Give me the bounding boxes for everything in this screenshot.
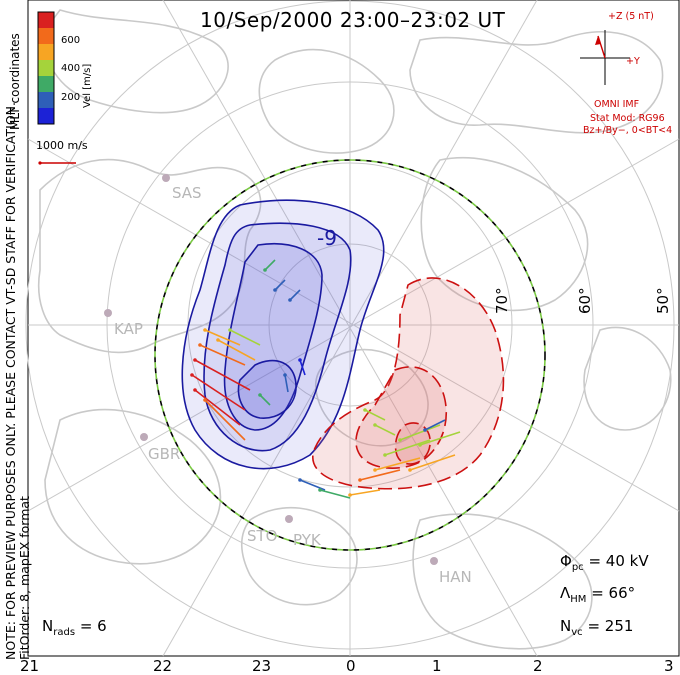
velocity-vectors <box>190 259 461 499</box>
preview-note: NOTE: FOR PREVIEW PURPOSES ONLY. PLEASE … <box>3 102 32 660</box>
reference-vector <box>38 161 76 165</box>
imf-condition: Bz+/By−, 0<BT<4 <box>583 125 673 136</box>
site-label-sas: SAS <box>172 184 202 202</box>
reference-vector-label: 1000 m/s <box>36 139 88 152</box>
coastlines <box>37 9 672 650</box>
stat-model: Stat Mod: RG96 <box>590 113 665 124</box>
imf-source: OMNI IMF <box>594 99 640 110</box>
site-label-sto: STO <box>247 527 278 545</box>
latitude-label-50: 50° <box>654 287 672 314</box>
radar-count: Nrads = 6 <box>42 617 107 638</box>
map-title: 10/Sep/2000 23:00–23:02 UT <box>200 8 506 32</box>
mlt-tick-23: 23 <box>252 657 272 675</box>
mlt-tick-1: 1 <box>432 657 442 675</box>
colorbar-tick-200: 200 <box>61 92 81 103</box>
velocity-colorbar <box>37 11 55 125</box>
site-label-han: HAN <box>439 568 472 586</box>
coordinate-grid <box>25 0 680 657</box>
hm-boundary-overlay <box>154 159 546 551</box>
coordinates-label: MLT coordinates <box>8 33 22 130</box>
site-label-gbr: GBR <box>148 445 181 463</box>
plot-frame <box>27 0 680 657</box>
imf-y-label: +Y <box>626 56 640 67</box>
mlt-tick-22: 22 <box>153 657 173 675</box>
imf-z-label: +Z (5 nT) <box>608 11 654 22</box>
cross-polar-potential: Φpc = 40 kV <box>560 552 649 573</box>
imf-clock <box>580 30 630 85</box>
site-markers <box>104 174 438 565</box>
preview-note-line1: NOTE: FOR PREVIEW PURPOSES ONLY. PLEASE … <box>3 102 18 660</box>
potential-contour-label: -9 <box>317 226 337 250</box>
latitude-label-70: 70° <box>493 287 511 314</box>
mlt-tick-0: 0 <box>346 657 356 675</box>
colorbar-tick-400: 400 <box>61 63 81 74</box>
colorbar-title: Vel [m/s] <box>82 63 93 108</box>
vector-count: Nvc = 251 <box>560 617 634 638</box>
fit-order-line: FitOrder: 8, mapEX format <box>17 496 32 660</box>
mlt-tick-2: 2 <box>533 657 543 675</box>
site-label-pyk: PYK <box>293 531 321 549</box>
mlt-tick-3: 3 <box>664 657 674 675</box>
mlt-tick-21: 21 <box>20 657 40 675</box>
hm-boundary-latitude: ΛHM = 66° <box>560 584 636 605</box>
colorbar-tick-600: 600 <box>61 35 81 46</box>
site-label-kap: KAP <box>114 320 143 338</box>
latitude-label-60: 60° <box>576 287 594 314</box>
